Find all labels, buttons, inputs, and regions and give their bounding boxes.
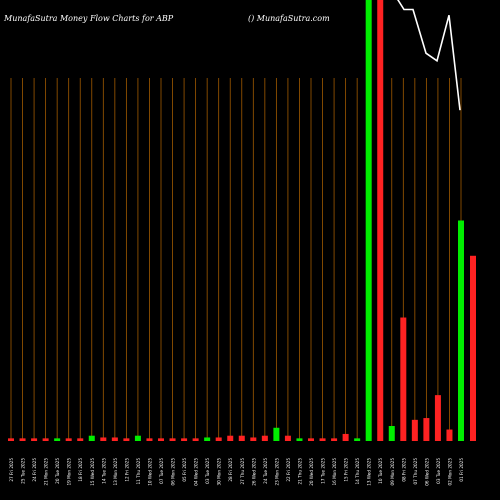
x-tick-label: 03 Tue 2025 xyxy=(205,458,210,484)
bar xyxy=(88,435,95,441)
x-tick-label: 15 Wed 2025 xyxy=(90,458,95,486)
x-tick-label: 02 Mon 2025 xyxy=(447,458,452,486)
x-tick-label: 22 Fri 2025 xyxy=(286,458,291,482)
x-tick-label: 19 Mon 2025 xyxy=(67,458,72,486)
bar xyxy=(342,433,349,441)
bar xyxy=(204,437,211,441)
bar xyxy=(111,437,118,441)
bar xyxy=(273,427,280,441)
bar xyxy=(169,438,176,441)
x-tick-label: 11 Thu 2025 xyxy=(136,458,141,485)
bar xyxy=(19,438,26,441)
x-tick-label: 08 Fri 2025 xyxy=(401,458,406,482)
x-tick-label: 14 Tue 2025 xyxy=(101,458,106,484)
bar xyxy=(400,317,407,441)
bar xyxy=(434,395,441,441)
x-tick-label: 24 Fri 2025 xyxy=(32,458,37,482)
bar xyxy=(284,435,291,441)
x-tick-label: 20 Wed 2025 xyxy=(309,458,314,486)
bar xyxy=(134,435,141,441)
x-tick-label: 26 Wed 2025 xyxy=(251,458,256,486)
bar xyxy=(261,435,268,441)
x-tick-label: 07 Thu 2025 xyxy=(413,458,418,485)
bar xyxy=(123,438,130,441)
x-tick-label: 12 Fri 2025 xyxy=(124,458,129,482)
bar xyxy=(77,438,84,441)
x-tick-label: 21 Mon 2025 xyxy=(44,458,49,486)
bar-series xyxy=(8,0,476,441)
bar xyxy=(411,419,418,441)
price-line-series xyxy=(396,0,461,111)
x-tick-label: 04 Wed 2025 xyxy=(194,458,199,486)
x-tick-label: 27 Fri 2025 xyxy=(9,458,14,482)
bar xyxy=(250,437,257,441)
bar xyxy=(227,435,234,441)
x-tick-label: 01 Fri 2025 xyxy=(459,458,464,482)
x-tick-label: 21 Thu 2025 xyxy=(297,458,302,485)
bar xyxy=(158,438,164,441)
bar xyxy=(308,438,314,441)
x-tick-label: 13 Mon 2025 xyxy=(113,458,118,486)
bar xyxy=(42,438,49,441)
chart-title: MunafaSutra Money Flow Charts for ABP xyxy=(4,14,174,23)
bar xyxy=(423,418,430,441)
x-tick-label: 07 Tue 2025 xyxy=(159,458,164,484)
x-tick-label: 06 Mon 2025 xyxy=(171,458,176,486)
bar xyxy=(331,438,338,441)
x-tick-label: 25 Tue 2025 xyxy=(21,458,26,484)
x-tick-label: 28 Fri 2025 xyxy=(228,458,233,482)
bar xyxy=(365,0,372,441)
x-tick-label: 20 Tue 2025 xyxy=(55,458,60,484)
bar xyxy=(296,438,303,441)
x-tick-label: 13 Wed 2025 xyxy=(367,458,372,486)
bar xyxy=(192,438,199,441)
bar xyxy=(377,0,384,441)
x-tick-label: 06 Wed 2025 xyxy=(424,458,429,486)
x-tick-label: 10 Tue 2025 xyxy=(378,458,383,484)
bar xyxy=(354,438,361,441)
x-tick-label: 15 Fri 2025 xyxy=(344,458,349,482)
bar xyxy=(54,438,61,441)
x-tick-label: 17 Tue 2025 xyxy=(321,458,326,484)
x-tick-label: 30 Mon 2025 xyxy=(217,458,222,486)
x-tick-labels: 27 Fri 2025 25 Tue 2025 24 Fri 2025 21 Mon … xyxy=(9,458,464,486)
bar xyxy=(215,437,222,441)
bar xyxy=(388,426,395,441)
x-tick-label: 14 Thu 2025 xyxy=(355,458,360,485)
bar xyxy=(8,438,14,441)
bar xyxy=(65,438,72,441)
grid-lines xyxy=(10,78,462,441)
brand-watermark: () MunafaSutra.com xyxy=(248,14,330,23)
x-tick-label: 09 Mon 2025 xyxy=(390,458,395,486)
x-tick-label: 18 Fri 2025 xyxy=(78,458,83,482)
price-line xyxy=(396,0,461,111)
bar xyxy=(238,435,245,441)
x-tick-label: 23 Mon 2025 xyxy=(274,458,279,486)
bar xyxy=(181,438,188,441)
x-tick-label: 10 Wed 2025 xyxy=(147,458,152,486)
x-tick-label: 27 Thu 2025 xyxy=(240,458,245,485)
bar xyxy=(470,255,476,441)
bar xyxy=(31,438,38,441)
x-tick-label: 24 Tue 2025 xyxy=(263,458,268,484)
bar xyxy=(446,429,453,441)
bar xyxy=(319,438,326,441)
x-tick-label: 05 Fri 2025 xyxy=(182,458,187,482)
bar xyxy=(146,438,153,441)
x-tick-label: 16 Mon 2025 xyxy=(332,458,337,486)
x-tick-label: 03 Tue 2025 xyxy=(436,458,441,484)
bar xyxy=(458,220,464,441)
bar xyxy=(100,437,107,441)
